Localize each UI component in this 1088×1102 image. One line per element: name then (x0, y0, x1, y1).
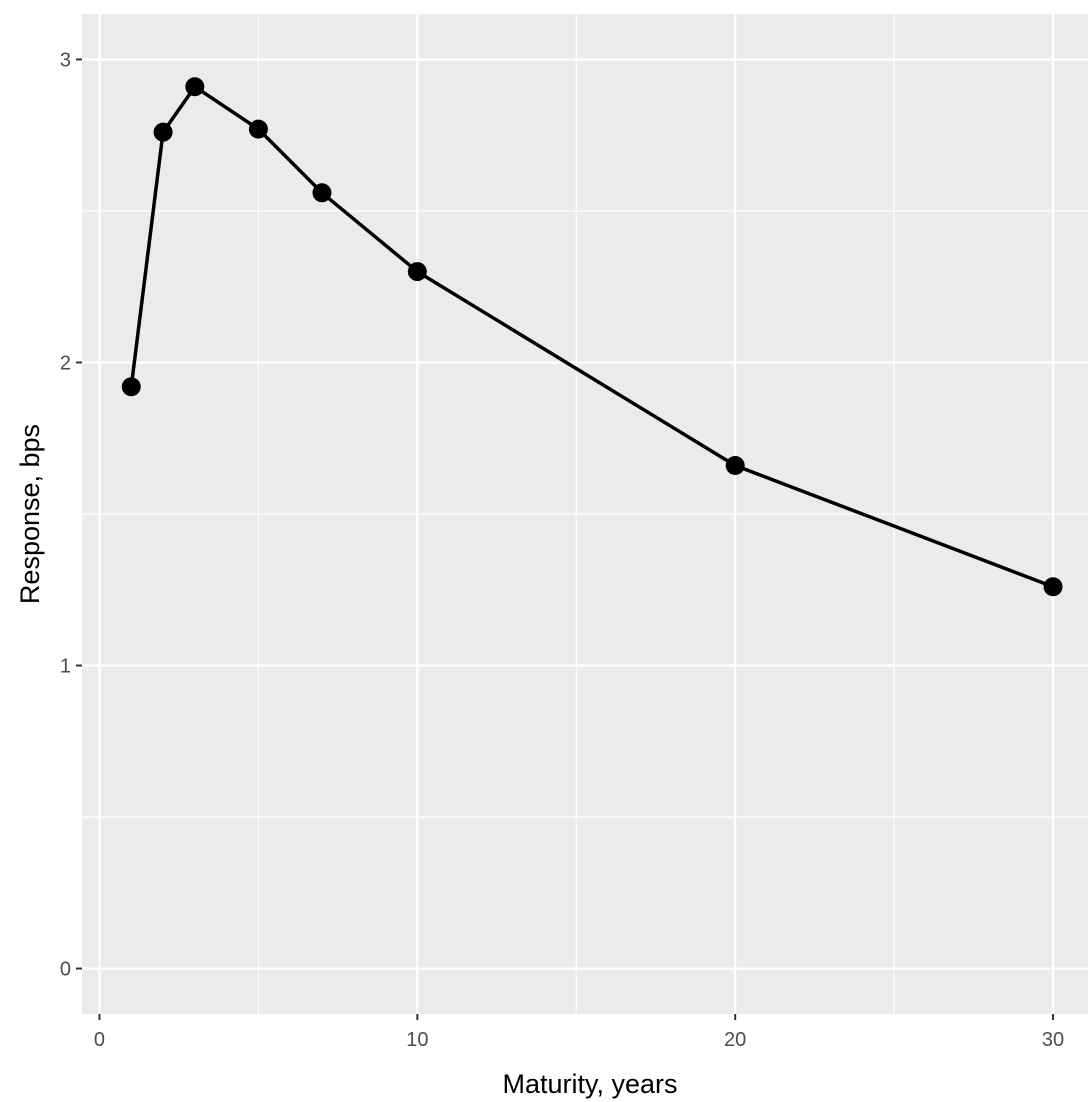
y-axis-title: Response, bps (15, 424, 45, 604)
data-point (185, 77, 205, 97)
y-tick-label: 3 (60, 49, 71, 71)
data-point (312, 183, 332, 203)
data-point (153, 122, 173, 142)
y-axis-tick-labels: 0 1 2 3 (60, 49, 71, 980)
minor-grid (82, 14, 1088, 1014)
data-point (248, 119, 268, 139)
y-tick-label: 2 (60, 352, 71, 374)
data-point (407, 262, 427, 282)
y-tick-label: 1 (60, 656, 71, 678)
data-point (725, 456, 745, 476)
x-tick-label: 30 (1042, 1029, 1064, 1051)
major-grid (82, 14, 1088, 1014)
data-point (121, 377, 141, 397)
x-tick-label: 20 (724, 1029, 746, 1051)
x-axis-title: Maturity, years (502, 1069, 677, 1099)
axis-ticks (76, 58, 1055, 1020)
x-axis-tick-labels: 0 10 20 30 (94, 1029, 1064, 1051)
data-point (1043, 577, 1063, 597)
x-tick-label: 10 (406, 1029, 428, 1051)
x-tick-label: 0 (94, 1029, 105, 1051)
y-tick-label: 0 (60, 959, 71, 981)
series-points (121, 77, 1063, 597)
